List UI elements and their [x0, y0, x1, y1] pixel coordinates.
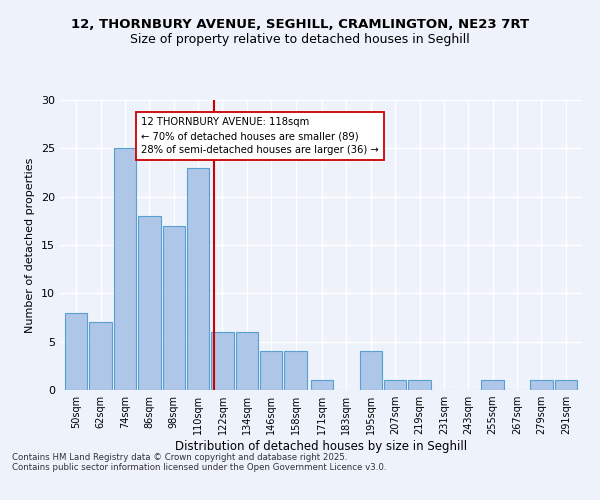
Bar — [359, 352, 382, 390]
Bar — [163, 226, 185, 390]
Text: Contains public sector information licensed under the Open Government Licence v3: Contains public sector information licen… — [12, 464, 386, 472]
Bar — [114, 148, 136, 390]
Text: Contains HM Land Registry data © Crown copyright and database right 2025.: Contains HM Land Registry data © Crown c… — [12, 454, 347, 462]
Bar — [481, 380, 504, 390]
X-axis label: Distribution of detached houses by size in Seghill: Distribution of detached houses by size … — [175, 440, 467, 453]
Bar — [409, 380, 431, 390]
Bar — [211, 332, 233, 390]
Bar — [236, 332, 258, 390]
Text: 12, THORNBURY AVENUE, SEGHILL, CRAMLINGTON, NE23 7RT: 12, THORNBURY AVENUE, SEGHILL, CRAMLINGT… — [71, 18, 529, 30]
Bar — [65, 312, 88, 390]
Bar — [187, 168, 209, 390]
Bar — [554, 380, 577, 390]
Text: Size of property relative to detached houses in Seghill: Size of property relative to detached ho… — [130, 32, 470, 46]
Bar — [138, 216, 161, 390]
Bar — [284, 352, 307, 390]
Bar — [384, 380, 406, 390]
Bar — [530, 380, 553, 390]
Bar — [260, 352, 283, 390]
Bar — [311, 380, 333, 390]
Y-axis label: Number of detached properties: Number of detached properties — [25, 158, 35, 332]
Bar — [89, 322, 112, 390]
Text: 12 THORNBURY AVENUE: 118sqm
← 70% of detached houses are smaller (89)
28% of sem: 12 THORNBURY AVENUE: 118sqm ← 70% of det… — [141, 118, 379, 156]
